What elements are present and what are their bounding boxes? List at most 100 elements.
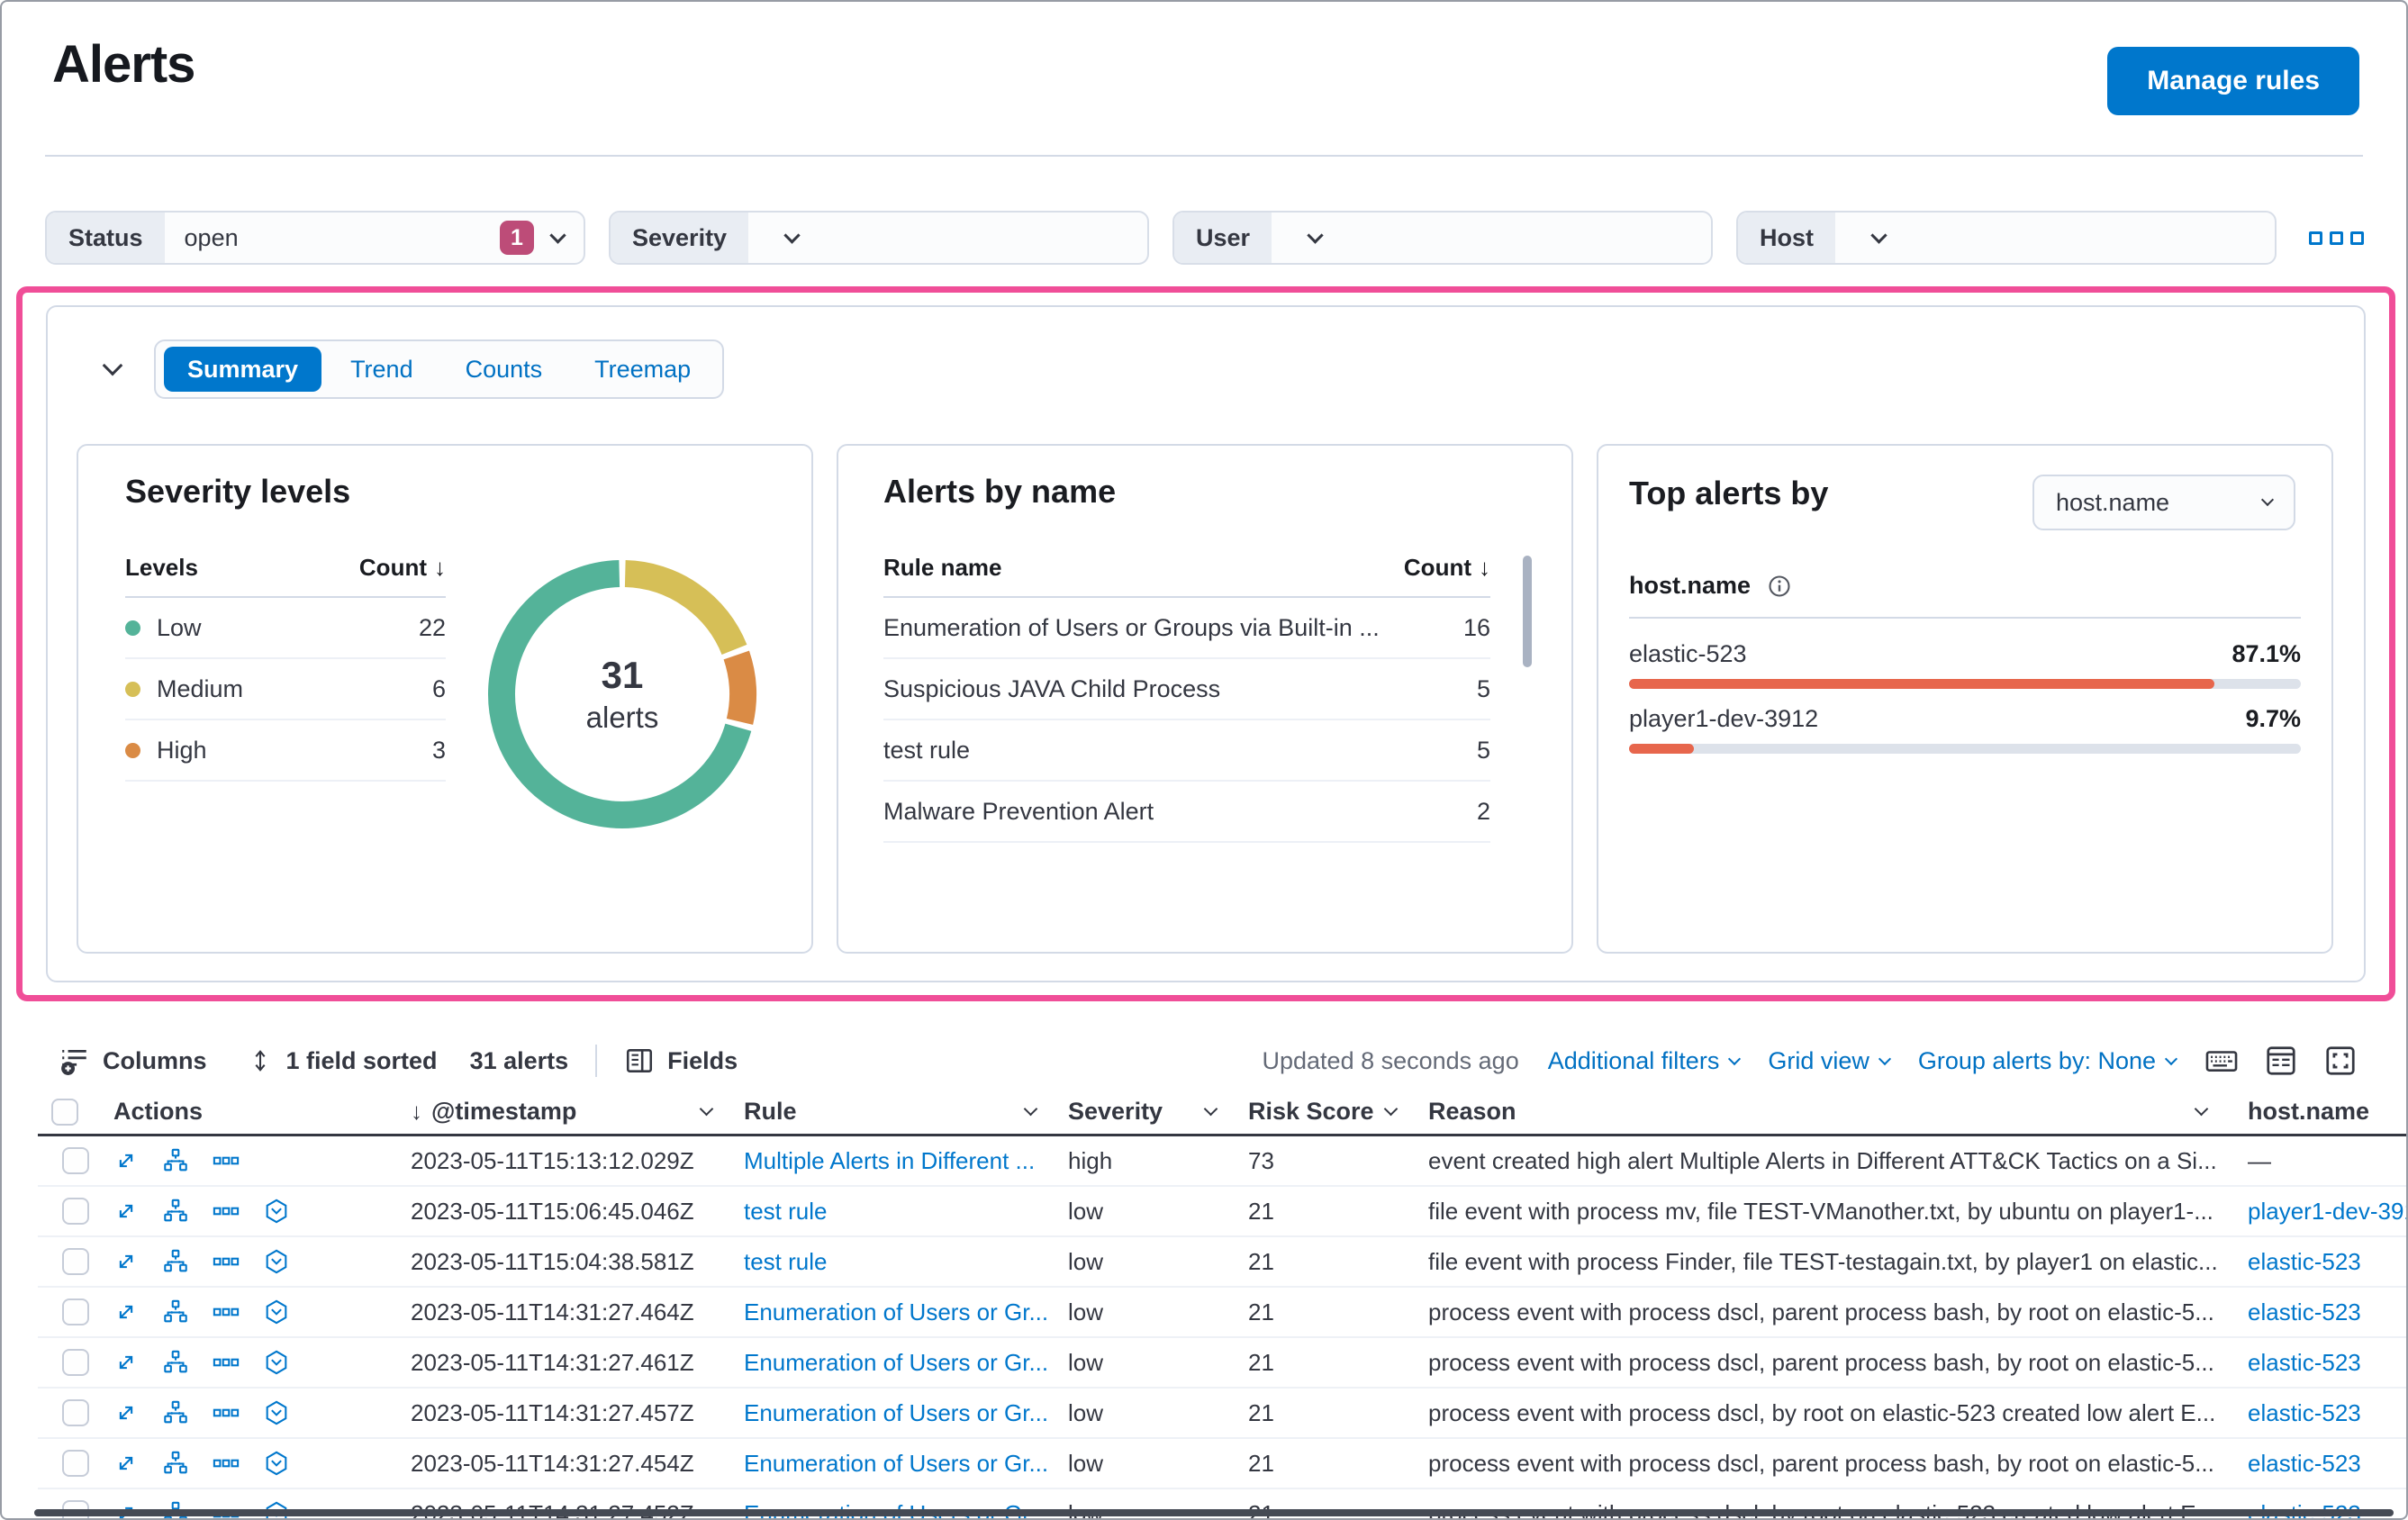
row-checkbox-cell[interactable] — [38, 1298, 92, 1325]
chevron-down-icon[interactable] — [1203, 1101, 1218, 1117]
expand-alert-icon[interactable] — [113, 1249, 139, 1274]
expand-alert-icon[interactable] — [113, 1199, 139, 1224]
rule-link[interactable]: Multiple Alerts in Different ... — [744, 1146, 1036, 1174]
boxes-horizontal-icon — [2330, 231, 2343, 245]
rule-link[interactable]: test rule — [744, 1197, 828, 1225]
checkbox[interactable] — [62, 1450, 89, 1477]
columns-button[interactable]: Columns — [59, 1045, 207, 1076]
session-view-icon[interactable] — [263, 1349, 290, 1376]
count-column-header[interactable]: Count ↓ — [1403, 554, 1490, 581]
checkbox[interactable] — [51, 1098, 78, 1126]
expand-alert-icon[interactable] — [113, 1148, 139, 1173]
more-actions-icon[interactable] — [213, 1248, 240, 1275]
filter-group[interactable]: Host — [1736, 211, 2277, 265]
host-name-cell[interactable]: elastic-523 — [2248, 1247, 2361, 1275]
checkbox[interactable] — [62, 1248, 89, 1275]
expand-alert-icon[interactable] — [113, 1451, 139, 1476]
filter-group[interactable]: Status open 1 — [45, 211, 585, 265]
info-icon[interactable] — [1767, 574, 1792, 599]
checkbox[interactable] — [62, 1349, 89, 1376]
view-tab[interactable]: Summary — [164, 347, 322, 392]
chevron-down-icon[interactable] — [699, 1101, 714, 1117]
row-checkbox-cell[interactable] — [38, 1349, 92, 1376]
view-tab[interactable]: Trend — [327, 347, 437, 392]
rule-link[interactable]: Enumeration of Users or Gr... — [744, 1449, 1046, 1477]
host-name-cell[interactable]: elastic-523 — [2248, 1298, 2361, 1325]
session-view-icon[interactable] — [263, 1399, 290, 1426]
row-checkbox-cell[interactable] — [38, 1248, 92, 1275]
host-name-cell[interactable]: elastic-523 — [2248, 1348, 2361, 1376]
row-checkbox-cell[interactable] — [38, 1147, 92, 1174]
view-tab[interactable]: Treemap — [571, 347, 714, 392]
analyze-event-icon[interactable] — [162, 1147, 189, 1174]
session-view-icon[interactable] — [263, 1450, 290, 1477]
column-header-severity[interactable]: Severity — [1046, 1098, 1227, 1126]
column-header-reason[interactable]: Reason — [1407, 1098, 2217, 1126]
more-actions-icon[interactable] — [213, 1399, 240, 1426]
manage-rules-button[interactable]: Manage rules — [2107, 47, 2359, 115]
checkbox[interactable] — [62, 1198, 89, 1225]
more-filters-button[interactable] — [2309, 231, 2364, 245]
collapse-chevron-button[interactable] — [95, 350, 131, 386]
analyze-event-icon[interactable] — [162, 1450, 189, 1477]
chevron-down-icon[interactable] — [1383, 1101, 1399, 1117]
view-tab[interactable]: Counts — [442, 347, 566, 392]
row-checkbox-cell[interactable] — [38, 1198, 92, 1225]
grid-view-button[interactable]: Grid view — [1768, 1047, 1891, 1075]
chevron-down-icon — [2164, 1052, 2178, 1066]
rule-link[interactable]: Enumeration of Users or Gr... — [744, 1398, 1046, 1426]
chevron-down-icon[interactable] — [2194, 1101, 2209, 1117]
rule-link[interactable]: Enumeration of Users or Gr... — [744, 1348, 1046, 1376]
column-header-rule[interactable]: Rule — [722, 1098, 1046, 1126]
host-name-cell[interactable]: player1-dev-3912 — [2248, 1197, 2406, 1225]
checkbox[interactable] — [62, 1298, 89, 1325]
keyboard-shortcuts-icon[interactable] — [2204, 1044, 2239, 1078]
row-checkbox-cell[interactable] — [38, 1450, 92, 1477]
column-header-timestamp[interactable]: ↓ @timestamp — [389, 1098, 722, 1126]
filter-value[interactable] — [748, 213, 1147, 263]
checkbox[interactable] — [62, 1147, 89, 1174]
group-alerts-button[interactable]: Group alerts by: None — [1918, 1047, 2178, 1075]
session-view-icon[interactable] — [263, 1298, 290, 1325]
additional-filters-button[interactable]: Additional filters — [1548, 1047, 1742, 1075]
row-checkbox-cell[interactable] — [38, 1399, 92, 1426]
analyze-event-icon[interactable] — [162, 1198, 189, 1225]
column-header-risk-score[interactable]: Risk Score — [1227, 1098, 1407, 1126]
rule-link[interactable]: test rule — [744, 1247, 828, 1275]
session-view-icon[interactable] — [263, 1198, 290, 1225]
fields-sorted-button[interactable]: 1 field sorted — [247, 1045, 438, 1076]
host-name-cell[interactable]: elastic-523 — [2248, 1449, 2361, 1477]
analyze-event-icon[interactable] — [162, 1248, 189, 1275]
expand-alert-icon[interactable] — [113, 1299, 139, 1325]
count-column-header[interactable]: Count ↓ — [358, 554, 446, 581]
column-header-host-name[interactable]: host.name — [2248, 1098, 2370, 1125]
more-actions-icon[interactable] — [213, 1349, 240, 1376]
analyze-event-icon[interactable] — [162, 1298, 189, 1325]
more-actions-icon[interactable] — [213, 1298, 240, 1325]
fullscreen-icon[interactable] — [2323, 1044, 2358, 1078]
checkbox[interactable] — [62, 1399, 89, 1426]
rule-link[interactable]: Enumeration of Users or Gr... — [744, 1298, 1046, 1325]
display-density-icon[interactable] — [2264, 1044, 2298, 1078]
more-actions-icon[interactable] — [213, 1198, 240, 1225]
chevron-down-icon[interactable] — [1023, 1101, 1038, 1117]
filter-value[interactable] — [1835, 213, 2275, 263]
select-all-checkbox[interactable] — [38, 1098, 92, 1126]
filter-value[interactable]: open 1 — [165, 213, 584, 263]
session-view-icon[interactable] — [263, 1248, 290, 1275]
analyze-event-icon[interactable] — [162, 1349, 189, 1376]
fields-button[interactable]: Fields — [624, 1045, 738, 1076]
more-actions-icon[interactable] — [213, 1450, 240, 1477]
analyze-event-icon[interactable] — [162, 1399, 189, 1426]
scrollbar-thumb[interactable] — [1523, 556, 1532, 667]
expand-alert-icon[interactable] — [113, 1350, 139, 1375]
filter-value[interactable] — [1272, 213, 1711, 263]
more-actions-icon[interactable] — [213, 1147, 240, 1174]
host-name-cell[interactable]: elastic-523 — [2248, 1398, 2361, 1426]
filter-group[interactable]: User — [1172, 211, 1713, 265]
filter-group[interactable]: Severity — [609, 211, 1149, 265]
horizontal-scrollbar[interactable] — [34, 1509, 2394, 1516]
top-alerts-field-select[interactable]: host.name — [2032, 475, 2295, 530]
host-name-cell[interactable]: — — [2248, 1146, 2271, 1174]
expand-alert-icon[interactable] — [113, 1400, 139, 1425]
